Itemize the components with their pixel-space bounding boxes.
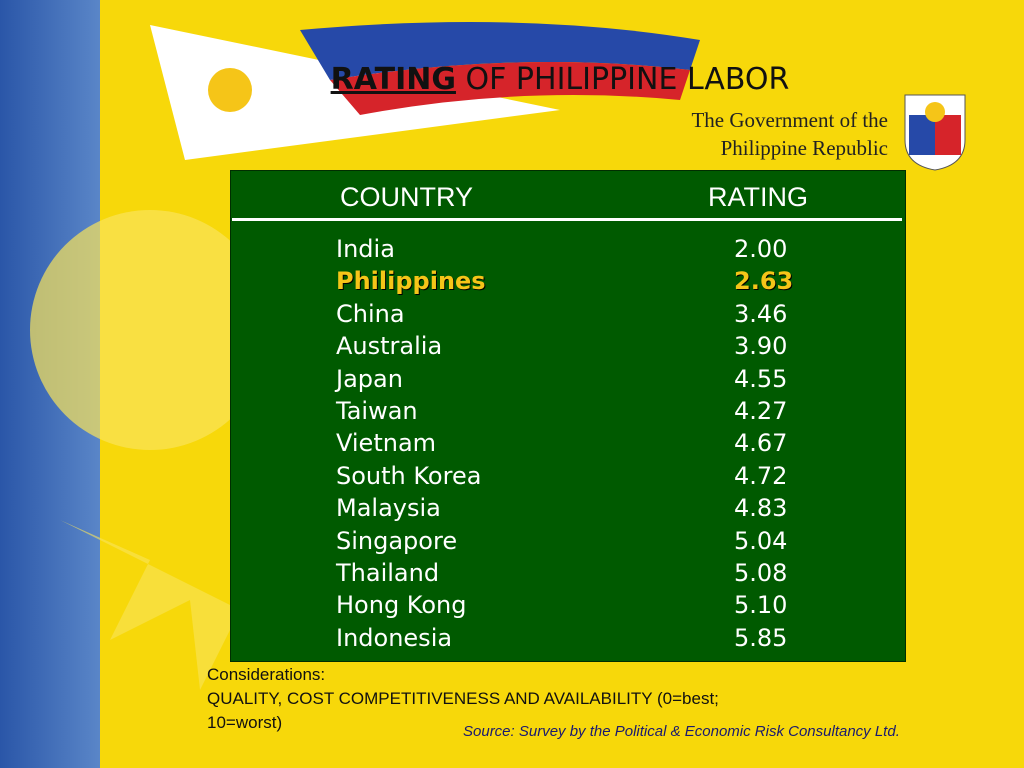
note: Considerations: xyxy=(207,665,326,684)
country-cell: Malaysia xyxy=(336,494,441,523)
logo-text: Philippine Republic xyxy=(720,136,888,160)
rating-cell: 4.55 xyxy=(734,364,788,393)
country-cell: Indonesia xyxy=(336,623,453,652)
header-rule xyxy=(232,218,902,221)
rating-cell: 5.04 xyxy=(734,526,788,555)
rating-cell: 2.63 xyxy=(734,267,794,296)
rating-cell: 3.90 xyxy=(734,332,788,361)
rating-cell: 3.46 xyxy=(734,299,788,328)
rating-cell: 4.72 xyxy=(734,461,788,490)
source: Source: Survey by the Political & Econom… xyxy=(463,723,900,740)
country-cell: India xyxy=(336,235,395,263)
rating-cell: 4.83 xyxy=(734,494,788,523)
title: RATING OF PHILIPPINE LABOR xyxy=(0,62,1024,97)
table xyxy=(230,170,906,662)
country-cell: Singapore xyxy=(336,526,458,555)
note: 10=worst) xyxy=(207,713,283,732)
rating-cell: 5.85 xyxy=(734,623,788,652)
country-cell: Australia xyxy=(336,332,443,361)
country-cell: Taiwan xyxy=(336,397,418,425)
rating-cell: 5.08 xyxy=(734,559,788,587)
title-emphasis: RATING xyxy=(330,62,456,97)
logo-text: The Government of the xyxy=(691,108,888,132)
country-cell: Japan xyxy=(336,364,403,393)
title-rest: OF PHILIPPINE LABOR xyxy=(465,62,790,97)
country-cell: Vietnam xyxy=(336,429,437,458)
country-cell: Hong Kong xyxy=(336,591,467,620)
rating-cell: 2.00 xyxy=(734,235,788,263)
note: QUALITY, COST COMPETITIVENESS AND AVAILA… xyxy=(207,689,719,708)
country-cell: Thailand xyxy=(336,559,440,587)
country-cell: China xyxy=(336,299,405,328)
column-header: COUNTRY xyxy=(340,182,474,212)
country-cell: Philippines xyxy=(336,267,486,296)
rating-cell: 5.10 xyxy=(734,591,788,620)
rating-cell: 4.67 xyxy=(734,429,788,458)
column-header: RATING xyxy=(708,182,808,212)
country-cell: South Korea xyxy=(336,461,482,490)
rating-cell: 4.27 xyxy=(734,397,788,425)
